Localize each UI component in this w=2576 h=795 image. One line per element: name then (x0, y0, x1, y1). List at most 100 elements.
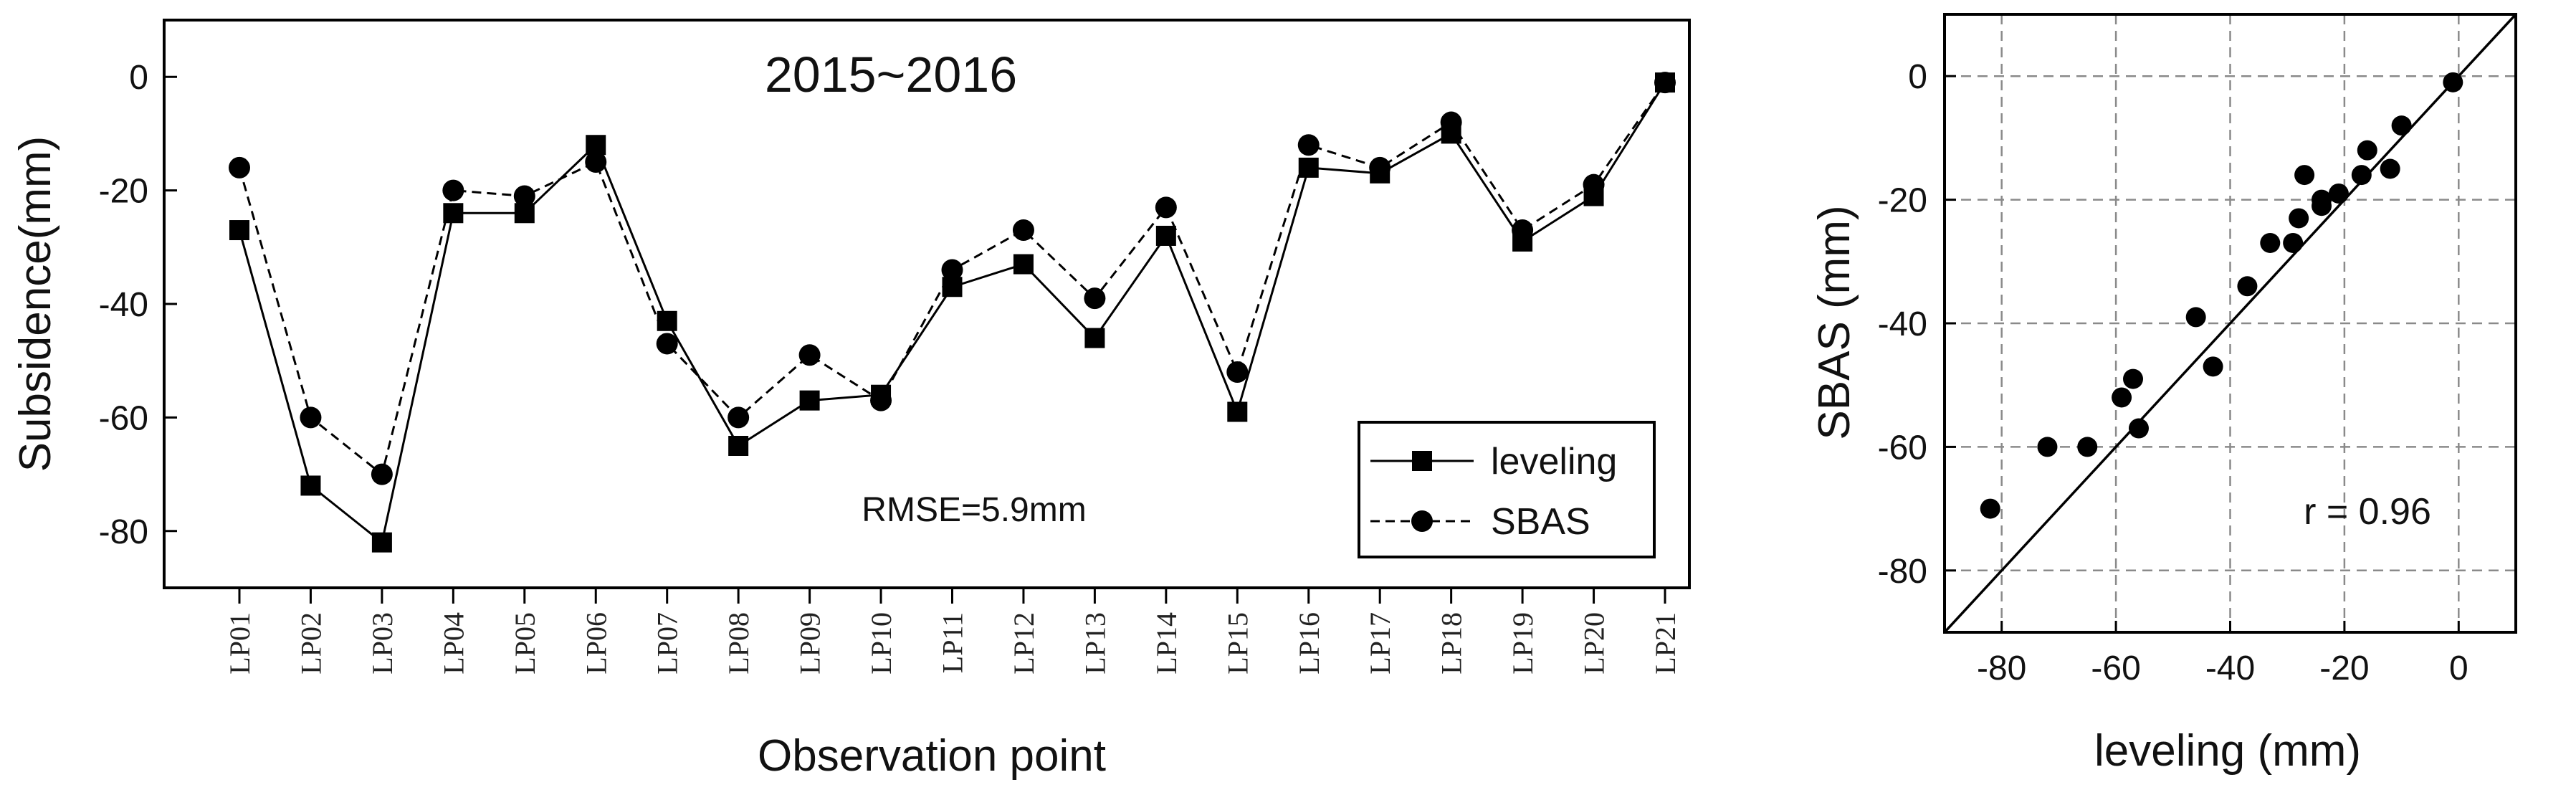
x-tick-label: LP13 (1079, 612, 1111, 675)
leveling-point (1084, 328, 1105, 348)
x-tick-label: LP21 (1649, 612, 1681, 675)
x-tick-label: LP02 (295, 612, 327, 675)
scatter-point (2112, 387, 2132, 408)
x-tick-label: LP19 (1507, 612, 1539, 675)
y-tick-label: -60 (99, 399, 148, 437)
leveling-point (371, 532, 392, 553)
x-tick-label: LP15 (1221, 612, 1254, 675)
x-tick-label: LP03 (366, 612, 399, 675)
sbas-point (1155, 196, 1177, 219)
sbas-point (585, 151, 607, 173)
scatter-point (2289, 208, 2309, 229)
x-tick-label: LP17 (1364, 612, 1396, 675)
sbas-point (229, 156, 250, 178)
x-tick-label: LP09 (794, 612, 826, 675)
scatter-chart-r-annotation: r = 0.96 (2304, 491, 2431, 533)
line-chart-legend: leveling SBAS (1358, 421, 1656, 558)
scatter-point (1980, 498, 2000, 519)
x-tick-label: LP07 (652, 612, 684, 675)
line-chart: 0 -20 -40 -60 -80 LP01 LP02 LP03 LP04 LP05 LP06 LP… (11, 19, 1691, 781)
y-tick-label: -60 (1878, 429, 1927, 467)
legend-leveling-marker (1412, 451, 1432, 471)
sbas-point (728, 406, 750, 429)
line-chart-rmse-annotation: RMSE=5.9mm (862, 491, 1086, 529)
leveling-point (1227, 401, 1248, 422)
leveling-point (229, 220, 249, 241)
scatter-chart-x-axis-label: leveling (mm) (2094, 726, 2361, 776)
scatter-point (2128, 418, 2149, 439)
y-tick-label: -40 (1878, 305, 1927, 343)
sbas-point (1084, 287, 1106, 310)
x-tick-label: -80 (1977, 649, 2026, 687)
y-tick-label: 0 (129, 59, 148, 97)
sbas-point (656, 333, 678, 355)
x-tick-label: LP01 (224, 612, 256, 675)
sbas-point (1012, 219, 1034, 242)
x-tick-label: LP05 (509, 612, 541, 675)
scatter-point (2260, 232, 2281, 253)
sbas-point (941, 259, 963, 281)
line-chart-y-axis-label: Subsidence(mm) (11, 136, 60, 472)
sbas-point (1226, 361, 1249, 384)
scatter-point (2237, 276, 2258, 297)
one-to-one-line (1943, 13, 2517, 634)
leveling-point (1155, 225, 1176, 246)
x-tick-label: LP08 (722, 612, 755, 675)
x-tick-label: LP06 (580, 612, 612, 675)
scatter-point (2391, 115, 2412, 136)
sbas-point (1297, 134, 1320, 156)
y-tick-label: -40 (99, 286, 148, 324)
legend-sbas-marker (1411, 510, 1433, 532)
y-tick-label: -20 (1878, 182, 1927, 220)
scatter-point (2185, 307, 2206, 328)
scatter-point (2380, 158, 2400, 179)
leveling-point (1013, 254, 1034, 275)
y-tick-label: 0 (1908, 58, 1927, 96)
scatter-point (2351, 165, 2372, 186)
x-tick-label: -40 (2205, 649, 2255, 687)
leveling-point (1298, 157, 1319, 178)
scatter-point (2328, 183, 2349, 204)
sbas-point (1583, 173, 1605, 196)
sbas-point (1440, 111, 1462, 133)
leveling-point (657, 310, 677, 331)
scatter-point (2443, 72, 2463, 92)
y-tick-label: -80 (99, 513, 148, 551)
sbas-point (798, 344, 821, 366)
leveling-point (799, 390, 820, 411)
scatter-point (2037, 437, 2058, 457)
x-tick-label: LP10 (865, 612, 897, 675)
scatter-point (2312, 196, 2332, 216)
leveling-point (728, 436, 749, 456)
scatter-chart: 0 -20 -40 -60 -80 -80 -60 -40 -20 0 r = 0.96 SBAS… (1810, 13, 2517, 776)
line-chart-x-axis-label: Observation point (758, 731, 1106, 781)
scatter-point (2077, 437, 2098, 457)
leveling-point (300, 475, 321, 496)
legend-sbas-label: SBAS (1491, 501, 1590, 543)
sbas-point (371, 463, 393, 485)
leveling-point (443, 203, 464, 224)
x-tick-label: -60 (2091, 649, 2140, 687)
scatter-point (2294, 165, 2315, 186)
scatter-chart-y-axis-label: SBAS (mm) (1810, 205, 1859, 439)
sbas-point (870, 389, 892, 411)
x-tick-label: LP20 (1578, 612, 1611, 675)
scatter-point (2203, 356, 2223, 377)
x-tick-label: -20 (2319, 649, 2369, 687)
sbas-point (513, 185, 535, 207)
scatter-point (2357, 140, 2377, 161)
scatter-point (2123, 368, 2144, 389)
x-tick-label: LP11 (937, 612, 969, 673)
sbas-point (300, 406, 322, 429)
x-tick-label: LP12 (1008, 612, 1040, 675)
x-tick-label: LP16 (1293, 612, 1325, 675)
line-chart-title: 2015~2016 (765, 47, 1017, 103)
x-tick-label: LP18 (1436, 612, 1468, 675)
y-tick-label: -80 (1878, 553, 1927, 591)
x-tick-label: LP04 (437, 612, 469, 675)
sbas-point (1512, 219, 1534, 242)
legend-box (1358, 421, 1656, 558)
sbas-point (1369, 156, 1391, 178)
y-tick-label: -20 (99, 173, 148, 211)
